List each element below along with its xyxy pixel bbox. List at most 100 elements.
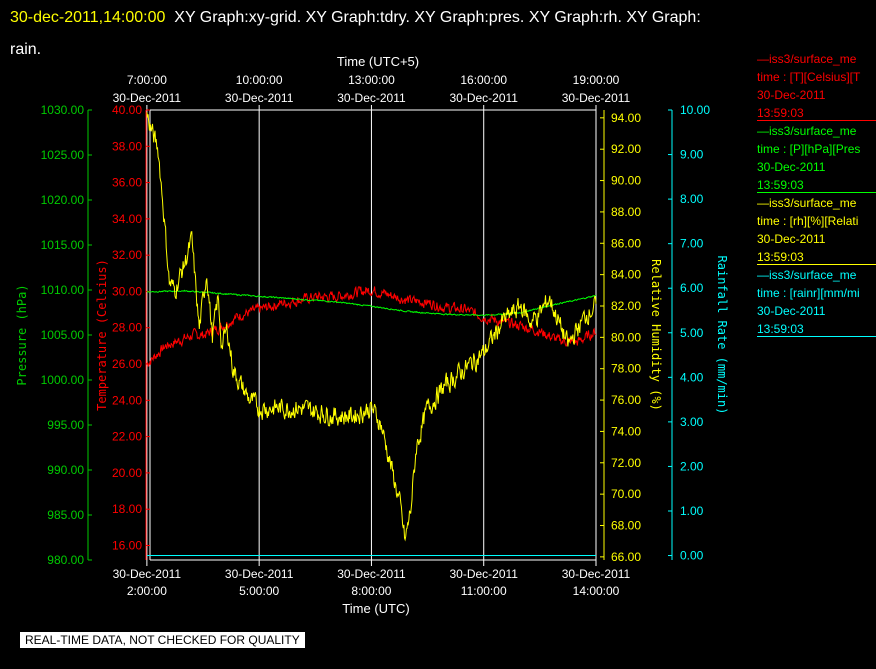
humidity-tick-label-5: 76.00	[611, 393, 641, 407]
temperature-tick-label-10: 36.00	[112, 176, 142, 190]
rain-tick-label-6: 6.00	[680, 281, 704, 295]
legend-entry-time: 13:59:03	[757, 250, 804, 262]
rain-tick-label-4: 4.00	[680, 370, 704, 384]
legend-entry-date: 30-Dec-2011	[757, 232, 826, 246]
top-tick-time-1: 10:00:00	[236, 73, 283, 87]
legend-separator	[757, 336, 876, 337]
series-line-0	[146, 285, 597, 367]
legend-entry-time: 13:59:03	[757, 322, 804, 334]
temperature-tick-label-12: 40.00	[112, 103, 142, 117]
legend-entry-0: —iss3/surface_me time : [T][Celsius][T 30-…	[757, 50, 876, 118]
legend-entry-line2: time : [T][Celsius][T	[757, 70, 861, 84]
bottom-tick-date-3: 30-Dec-2011	[449, 567, 518, 581]
graph-header: 30-dec-2011,14:00:00 XY Graph:xy-grid. X…	[10, 2, 860, 66]
legend-separator	[757, 192, 876, 193]
bottom-tick-time-2: 8:00:00	[351, 584, 391, 598]
header-timestamp: 30-dec-2011,14:00:00	[10, 9, 166, 26]
temperature-tick-label-3: 22.00	[112, 430, 142, 444]
legend-entry-line1: —iss3/surface_me	[757, 124, 857, 138]
humidity-tick-label-6: 78.00	[611, 362, 641, 376]
rain-tick-label-1: 1.00	[680, 504, 704, 518]
humidity-tick-label-13: 92.00	[611, 142, 641, 156]
legend-entry-date: 30-Dec-2011	[757, 304, 826, 318]
bottom-tick-date-4: 30-Dec-2011	[562, 567, 631, 581]
top-axis-label: Time (UTC+5)	[337, 54, 419, 69]
header-graph-list: XY Graph:xy-grid. XY Graph:tdry. XY Grap…	[174, 9, 701, 26]
humidity-tick-label-8: 82.00	[611, 299, 641, 313]
temperature-tick-label-4: 24.00	[112, 393, 142, 407]
humidity-tick-label-0: 66.00	[611, 550, 641, 564]
series-line-1	[146, 289, 597, 317]
humidity-axis-title: Relative Humidity (%)	[649, 259, 663, 411]
legend-entry-line1: —iss3/surface_me	[757, 196, 857, 210]
top-tick-time-4: 19:00:00	[573, 73, 620, 87]
rain-tick-label-2: 2.00	[680, 459, 704, 473]
bottom-tick-date-0: 30-Dec-2011	[113, 567, 182, 581]
rain-tick-label-3: 3.00	[680, 415, 704, 429]
pressure-tick-label-8: 1020.00	[41, 193, 85, 207]
humidity-tick-label-9: 84.00	[611, 268, 641, 282]
temperature-tick-label-11: 38.00	[112, 139, 142, 153]
quality-notice: REAL-TIME DATA, NOT CHECKED FOR QUALITY	[20, 632, 305, 648]
humidity-tick-label-1: 68.00	[611, 519, 641, 533]
temperature-tick-label-2: 20.00	[112, 466, 142, 480]
temperature-tick-label-1: 18.00	[112, 502, 142, 516]
rain-tick-label-9: 9.00	[680, 148, 704, 162]
legend-entry-line2: time : [P][hPa][Pres	[757, 142, 861, 156]
bottom-tick-date-2: 30-Dec-2011	[337, 567, 406, 581]
legend-entry-line2: time : [rainr][mm/mi	[757, 286, 860, 300]
top-tick-date-0: 30-Dec-2011	[113, 91, 182, 105]
rain-axis-title: Rainfall Rate (mm/min)	[715, 256, 729, 415]
legend-entry-time: 13:59:03	[757, 106, 804, 118]
legend-entry-line2: time : [rh][%][Relati	[757, 214, 859, 228]
rain-tick-label-7: 7.00	[680, 237, 704, 251]
pressure-tick-label-9: 1025.00	[41, 148, 85, 162]
legend-entry-date: 30-Dec-2011	[757, 88, 826, 102]
legend-entry-time: 13:59:03	[757, 178, 804, 190]
top-tick-date-1: 30-Dec-2011	[225, 91, 294, 105]
humidity-tick-label-10: 86.00	[611, 236, 641, 250]
temperature-tick-label-6: 28.00	[112, 321, 142, 335]
bottom-tick-time-3: 11:00:00	[461, 584, 507, 598]
legend-entry-line1: —iss3/surface_me	[757, 268, 857, 282]
humidity-tick-label-12: 90.00	[611, 174, 641, 188]
bottom-tick-time-1: 5:00:00	[239, 584, 279, 598]
rain-tick-label-8: 8.00	[680, 192, 704, 206]
legend-separator	[757, 264, 876, 265]
temperature-axis-title: Temperature (Celsius)	[95, 259, 109, 411]
bottom-axis-label: Time (UTC)	[342, 601, 409, 616]
temperature-tick-label-5: 26.00	[112, 357, 142, 371]
header-graph-list-wrap: rain.	[10, 41, 42, 58]
temperature-tick-label-7: 30.00	[112, 284, 142, 298]
top-tick-date-3: 30-Dec-2011	[449, 91, 518, 105]
temperature-tick-label-9: 34.00	[112, 212, 142, 226]
humidity-tick-label-4: 74.00	[611, 424, 641, 438]
rain-tick-label-5: 5.00	[680, 326, 704, 340]
pressure-tick-label-3: 995.00	[47, 418, 84, 432]
rain-tick-label-10: 10.00	[680, 103, 710, 117]
bottom-tick-time-0: 2:00:00	[127, 584, 167, 598]
pressure-tick-label-1: 985.00	[47, 508, 84, 522]
humidity-tick-label-11: 88.00	[611, 205, 641, 219]
top-tick-date-4: 30-Dec-2011	[562, 91, 631, 105]
temperature-tick-label-8: 32.00	[112, 248, 142, 262]
top-tick-time-2: 13:00:00	[348, 73, 395, 87]
top-tick-date-2: 30-Dec-2011	[337, 91, 406, 105]
humidity-tick-label-2: 70.00	[611, 487, 641, 501]
temperature-tick-label-0: 16.00	[112, 538, 142, 552]
humidity-tick-label-7: 80.00	[611, 330, 641, 344]
pressure-tick-label-2: 990.00	[47, 463, 84, 477]
pressure-tick-label-10: 1030.00	[41, 103, 85, 117]
legend-separator	[757, 120, 876, 121]
top-tick-time-0: 7:00:00	[127, 73, 167, 87]
bottom-tick-date-1: 30-Dec-2011	[225, 567, 294, 581]
pressure-tick-label-0: 980.00	[47, 553, 84, 567]
humidity-tick-label-3: 72.00	[611, 456, 641, 470]
top-tick-time-3: 16:00:00	[460, 73, 507, 87]
series-line-2	[146, 112, 597, 542]
legend-entry-date: 30-Dec-2011	[757, 160, 826, 174]
